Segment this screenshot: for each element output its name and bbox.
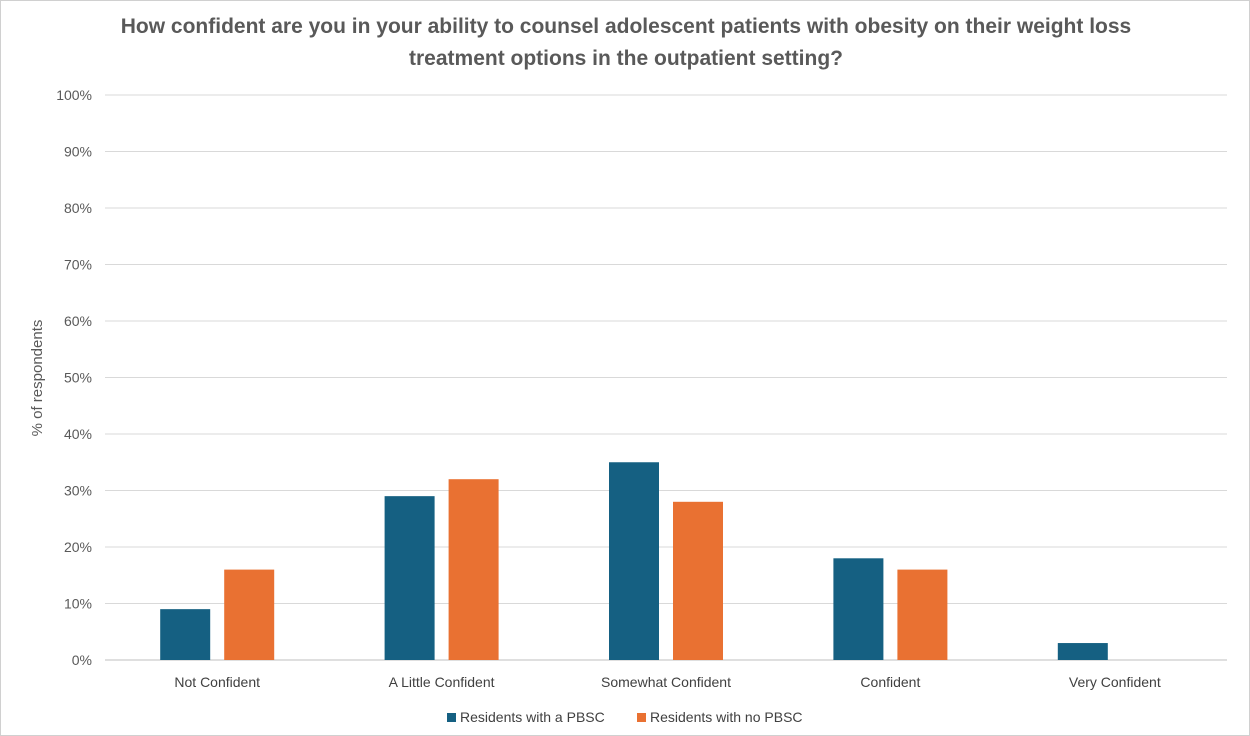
y-tick-label: 80%	[64, 200, 92, 216]
y-tick-label: 100%	[56, 87, 92, 103]
gridlines	[105, 94, 1227, 661]
x-category-label: Somewhat Confident	[601, 674, 731, 690]
bar	[1057, 643, 1108, 660]
x-axis-categories: Not Confident A Little Confident Somewhat …	[174, 674, 1160, 690]
y-tick-label: 30%	[64, 483, 92, 499]
y-tick-label: 0%	[72, 652, 92, 668]
y-axis-title: % of respondents	[29, 320, 46, 437]
y-tick-label: 90%	[64, 144, 92, 160]
y-tick-label: 10%	[64, 596, 92, 612]
y-tick-label: 60%	[64, 313, 92, 329]
bar	[609, 462, 659, 660]
y-tick-label: 50%	[64, 370, 92, 386]
bar	[897, 569, 948, 660]
legend-swatch	[447, 713, 456, 722]
x-category-label: Confident	[860, 674, 920, 690]
x-category-label: Very Confident	[1069, 674, 1161, 690]
bar	[384, 496, 435, 660]
bar	[833, 558, 884, 660]
legend-label: Residents with a PBSC	[460, 709, 605, 725]
y-tick-label: 20%	[64, 539, 92, 555]
bar	[448, 479, 499, 660]
bar	[224, 569, 275, 660]
legend-swatch	[637, 713, 646, 722]
legend-label: Residents with no PBSC	[650, 709, 803, 725]
x-category-label: Not Confident	[174, 674, 260, 690]
bar	[160, 609, 211, 660]
y-tick-label: 70%	[64, 257, 92, 273]
bar	[673, 501, 723, 660]
y-axis-ticks: 0% 10% 20% 30% 40% 50% 60% 70% 80% 90% 100%	[56, 87, 92, 668]
y-tick-label: 40%	[64, 426, 92, 442]
chart-title: How confident are you in your ability to…	[120, 15, 1132, 70]
legend: Residents with a PBSC Residents with no P…	[447, 709, 803, 725]
x-category-label: A Little Confident	[389, 674, 495, 690]
bars	[160, 462, 1108, 660]
